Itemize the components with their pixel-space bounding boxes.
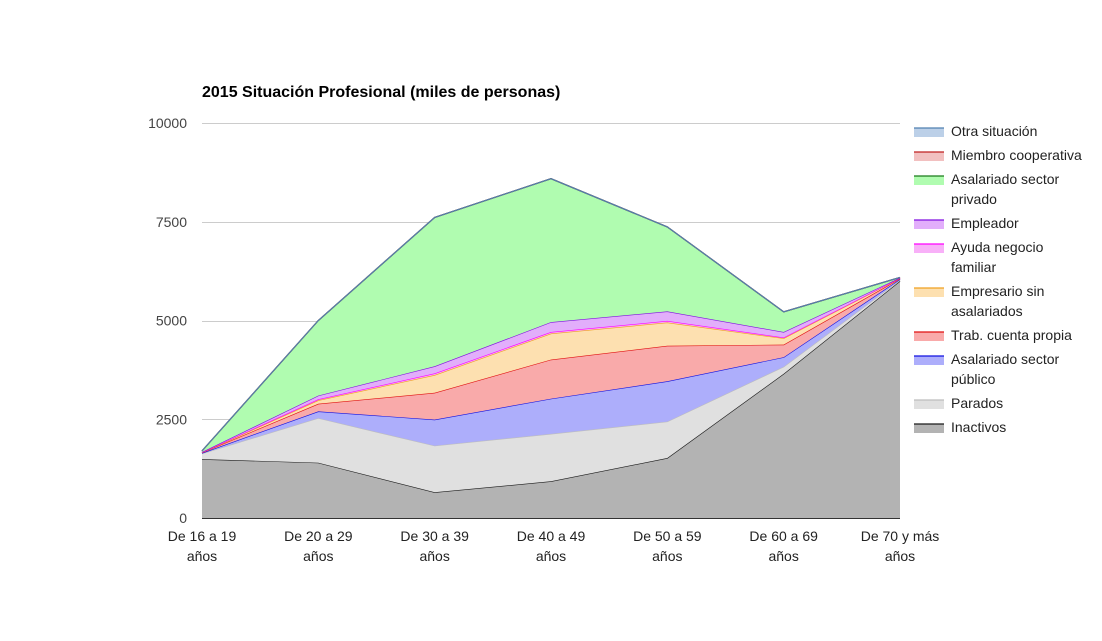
x-tick-label: años [885, 548, 915, 564]
x-tick-label: años [303, 548, 333, 564]
legend-swatch [914, 400, 944, 409]
legend-label: Empleador [951, 215, 1019, 231]
area-fill [202, 178, 900, 452]
x-tick-label: De 70 y más [861, 528, 940, 544]
y-tick-label: 5000 [156, 313, 187, 329]
x-tick-label: años [536, 548, 566, 564]
legend-label: privado [951, 191, 997, 207]
legend-label: Asalariado sector [951, 171, 1060, 187]
x-tick-label: De 20 a 29 [284, 528, 353, 544]
legend-swatch [914, 424, 944, 433]
x-tick-label: De 40 a 49 [517, 528, 586, 544]
y-tick-label: 7500 [156, 214, 187, 230]
legend-label: Empresario sin [951, 283, 1044, 299]
legend-label: Trab. cuenta propia [951, 327, 1072, 343]
legend-swatch [914, 356, 944, 365]
legend-swatch [914, 244, 944, 253]
legend-swatch [914, 220, 944, 229]
x-tick-label: años [187, 548, 217, 564]
chart-title: 2015 Situación Profesional (miles de per… [202, 84, 560, 101]
legend-label: asalariados [951, 303, 1023, 319]
x-tick-label: años [419, 548, 449, 564]
x-tick-label: De 16 a 19 [168, 528, 237, 544]
legend-label: familiar [951, 259, 996, 275]
x-tick-label: años [652, 548, 682, 564]
legend-label: Asalariado sector [951, 351, 1060, 367]
area-fill [202, 280, 900, 493]
legend: Otra situación Miembro cooperativa Asalari… [914, 123, 1082, 435]
area-fill [202, 281, 900, 518]
x-tick-label: De 50 a 59 [633, 528, 702, 544]
y-tick-label: 0 [179, 510, 187, 526]
legend-label: Otra situación [951, 123, 1037, 139]
legend-swatch [914, 332, 944, 341]
legend-swatch [914, 176, 944, 185]
axis-labels: 0 2500 5000 7500 10000 De 16 a 19 años De 20 a … [148, 115, 939, 564]
legend-label: Miembro cooperativa [951, 147, 1082, 163]
x-tick-label: años [768, 548, 798, 564]
legend-label: Ayuda negocio [951, 239, 1044, 255]
legend-swatch [914, 128, 944, 137]
area-series-group [201, 178, 901, 518]
y-tick-label: 10000 [148, 115, 187, 131]
area-fill [202, 278, 900, 453]
series-line [201, 178, 901, 452]
x-tick-label: De 60 a 69 [749, 528, 818, 544]
legend-swatch [914, 152, 944, 161]
y-tick-label: 2500 [156, 411, 187, 427]
area-fill [202, 279, 900, 454]
legend-label: Inactivos [951, 419, 1006, 435]
legend-swatch [914, 288, 944, 297]
legend-label: Parados [951, 395, 1003, 411]
x-tick-label: De 30 a 39 [400, 528, 469, 544]
legend-label: público [951, 371, 996, 387]
